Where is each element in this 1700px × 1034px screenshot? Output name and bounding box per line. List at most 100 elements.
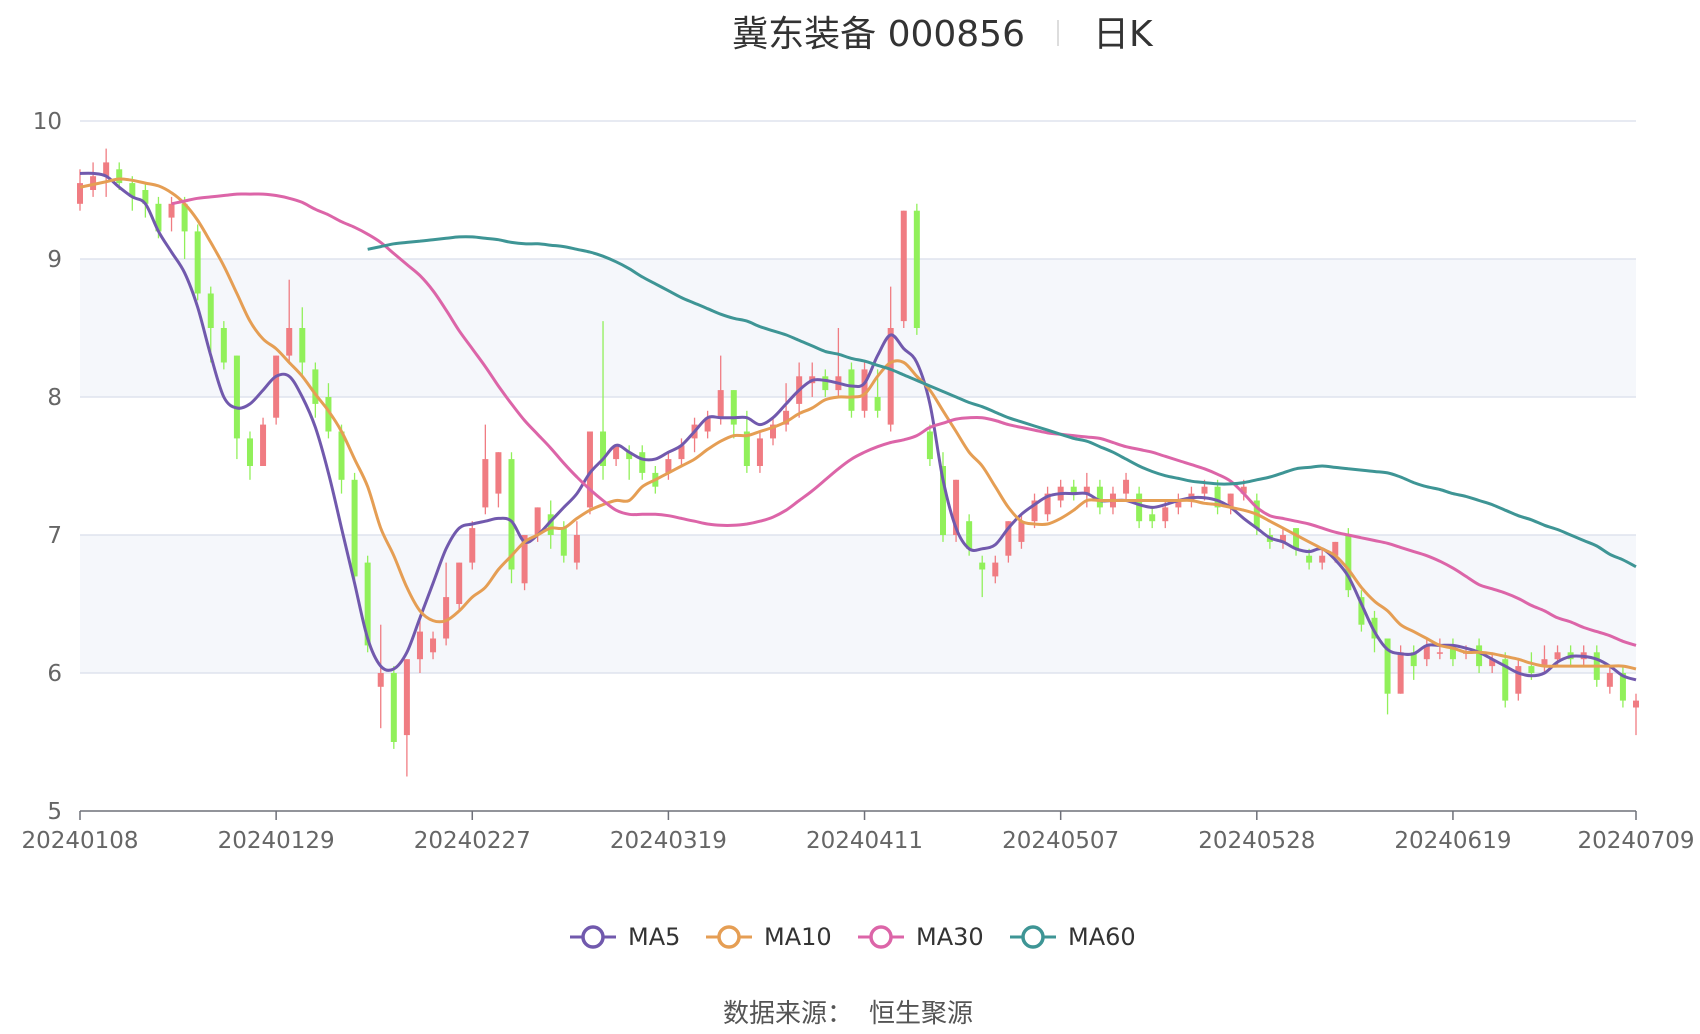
candle bbox=[273, 355, 280, 425]
candle-body bbox=[495, 452, 502, 494]
candle bbox=[351, 472, 358, 584]
y-axis: 5 6 7 8 9 10 bbox=[33, 109, 62, 825]
x-tick-label: 20240507 bbox=[1002, 828, 1119, 854]
candle-body bbox=[456, 562, 463, 604]
candle-body bbox=[1083, 486, 1090, 494]
candle bbox=[103, 148, 110, 197]
candle bbox=[220, 321, 227, 370]
x-tick-label: 20240709 bbox=[1577, 828, 1694, 854]
data-source: 数据来源： 恒生聚源 bbox=[723, 999, 973, 1029]
candle bbox=[194, 224, 201, 301]
candle-body bbox=[286, 328, 293, 356]
candle-body bbox=[482, 459, 489, 508]
candle-body bbox=[1554, 652, 1561, 660]
y-tick-label: 10 bbox=[33, 109, 62, 135]
candle-body bbox=[534, 507, 541, 535]
candle-body bbox=[299, 328, 306, 363]
candle bbox=[678, 438, 685, 466]
candle-body bbox=[1345, 535, 1352, 591]
candle-body bbox=[273, 355, 280, 418]
candle bbox=[521, 535, 528, 591]
candle-body bbox=[1619, 673, 1626, 701]
candle bbox=[246, 431, 253, 480]
candle-body bbox=[351, 479, 358, 577]
candle bbox=[469, 521, 476, 570]
candle-body bbox=[1633, 700, 1639, 708]
candle-body bbox=[508, 459, 515, 570]
candle-body bbox=[430, 638, 437, 653]
x-tick-label: 20240227 bbox=[414, 828, 531, 854]
legend-item-ma30[interactable]: MA30 bbox=[858, 923, 984, 951]
candle-body bbox=[953, 479, 960, 535]
candle-body bbox=[913, 210, 920, 328]
candle bbox=[508, 452, 515, 584]
candle-body bbox=[168, 203, 175, 218]
candle-body bbox=[1476, 645, 1483, 667]
candle-body bbox=[181, 203, 188, 232]
legend-marker bbox=[581, 925, 605, 949]
candle-body bbox=[469, 528, 476, 563]
candle bbox=[848, 362, 855, 418]
candle-body bbox=[325, 397, 332, 432]
candle bbox=[573, 521, 580, 570]
candle bbox=[207, 286, 214, 363]
candle-body bbox=[364, 562, 371, 646]
candle bbox=[1410, 645, 1417, 680]
candle bbox=[1633, 693, 1639, 736]
candle-body bbox=[1489, 659, 1496, 667]
x-tick-label: 20240129 bbox=[218, 828, 335, 854]
legend[interactable]: MA5 MA10 MA30 MA60 bbox=[570, 923, 1136, 951]
candle-body bbox=[848, 369, 855, 411]
legend-item-ma5[interactable]: MA5 bbox=[570, 923, 680, 951]
y-tick-label: 7 bbox=[47, 523, 62, 549]
grid-bands bbox=[80, 259, 1636, 673]
candle bbox=[1489, 652, 1496, 673]
candle bbox=[90, 162, 97, 197]
candle-body bbox=[207, 293, 214, 328]
candle-body bbox=[1227, 493, 1234, 508]
ma-lines bbox=[79, 171, 1637, 682]
candle-body bbox=[678, 445, 685, 460]
candle-body bbox=[246, 438, 253, 466]
candle bbox=[639, 445, 646, 480]
candle-body bbox=[979, 562, 986, 570]
candle bbox=[482, 424, 489, 515]
candle-body bbox=[887, 328, 894, 425]
candle-body bbox=[926, 431, 933, 460]
candle-body bbox=[1070, 486, 1077, 494]
legend-item-ma10[interactable]: MA10 bbox=[706, 923, 832, 951]
candle-body bbox=[1149, 514, 1156, 522]
candle-body bbox=[1319, 555, 1326, 563]
candle bbox=[600, 321, 607, 480]
legend-item-ma60[interactable]: MA60 bbox=[1010, 923, 1136, 951]
candle-body bbox=[1423, 645, 1430, 660]
candle-body bbox=[390, 673, 397, 742]
candle-body bbox=[730, 390, 737, 425]
legend-label: MA30 bbox=[916, 923, 984, 951]
candle bbox=[704, 410, 711, 439]
candle bbox=[456, 562, 463, 611]
candle bbox=[1358, 590, 1365, 632]
candle bbox=[1070, 479, 1077, 501]
candle-body bbox=[1528, 666, 1535, 673]
candle bbox=[1279, 528, 1286, 549]
candle-body bbox=[1541, 659, 1548, 667]
candle-body bbox=[756, 438, 763, 466]
candle-body bbox=[77, 183, 83, 204]
candle-body bbox=[560, 528, 567, 556]
candle bbox=[547, 500, 554, 549]
legend-label: MA10 bbox=[764, 923, 832, 951]
candle-body bbox=[116, 169, 123, 184]
candle-body bbox=[1175, 500, 1182, 508]
candle-body bbox=[573, 535, 580, 563]
candle-body bbox=[129, 183, 136, 197]
ma-line-ma30 bbox=[171, 192, 1637, 647]
candle-body bbox=[1214, 486, 1221, 508]
candle bbox=[1031, 493, 1038, 529]
candle bbox=[913, 203, 920, 335]
candle-body bbox=[586, 431, 593, 508]
candle-body bbox=[874, 397, 881, 411]
chart-title-text: 冀东装备 000856 bbox=[732, 14, 1025, 55]
candle-body bbox=[547, 514, 554, 535]
candle bbox=[1345, 528, 1352, 598]
